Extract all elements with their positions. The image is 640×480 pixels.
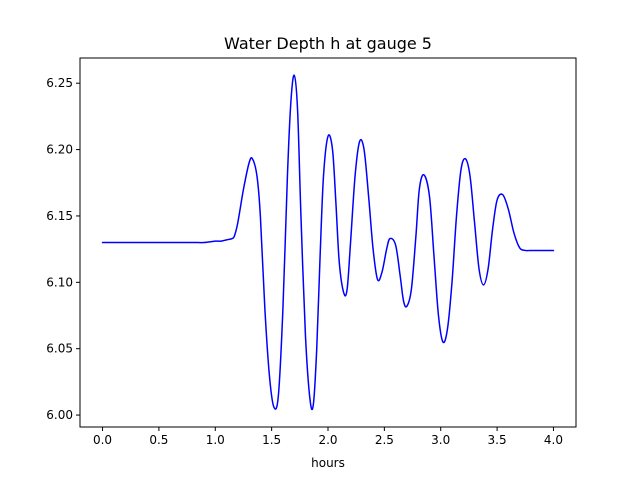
- y-tick-label: 6.15: [46, 209, 73, 223]
- x-tick-label: 1.0: [206, 433, 225, 447]
- series-line: [101, 74, 555, 411]
- y-tick-label: 6.25: [46, 76, 73, 90]
- x-tick-label: 2.5: [375, 433, 394, 447]
- chart-title: Water Depth h at gauge 5: [224, 34, 432, 53]
- x-axis-ticks: 0.0 0.5 1.0 1.5 2.0 2.5 3.0 3.5 4.0: [93, 427, 563, 447]
- x-tick-label: 4.0: [544, 433, 563, 447]
- series-group: [101, 74, 555, 411]
- y-tick-label: 6.05: [46, 342, 73, 356]
- x-tick-label: 0.5: [149, 433, 168, 447]
- plot-frame: [79, 57, 577, 428]
- x-tick-label: 3.0: [431, 433, 450, 447]
- y-axis-ticks: 6.00 6.05 6.10 6.15 6.20 6.25: [46, 76, 80, 422]
- x-tick-label: 0.0: [93, 433, 112, 447]
- x-tick-label: 2.0: [318, 433, 337, 447]
- x-tick-label: 3.5: [488, 433, 507, 447]
- y-tick-label: 6.00: [46, 408, 73, 422]
- x-axis-title: hours: [311, 456, 345, 470]
- y-tick-label: 6.10: [46, 275, 73, 289]
- x-tick-label: 1.5: [262, 433, 281, 447]
- y-tick-label: 6.20: [46, 143, 73, 157]
